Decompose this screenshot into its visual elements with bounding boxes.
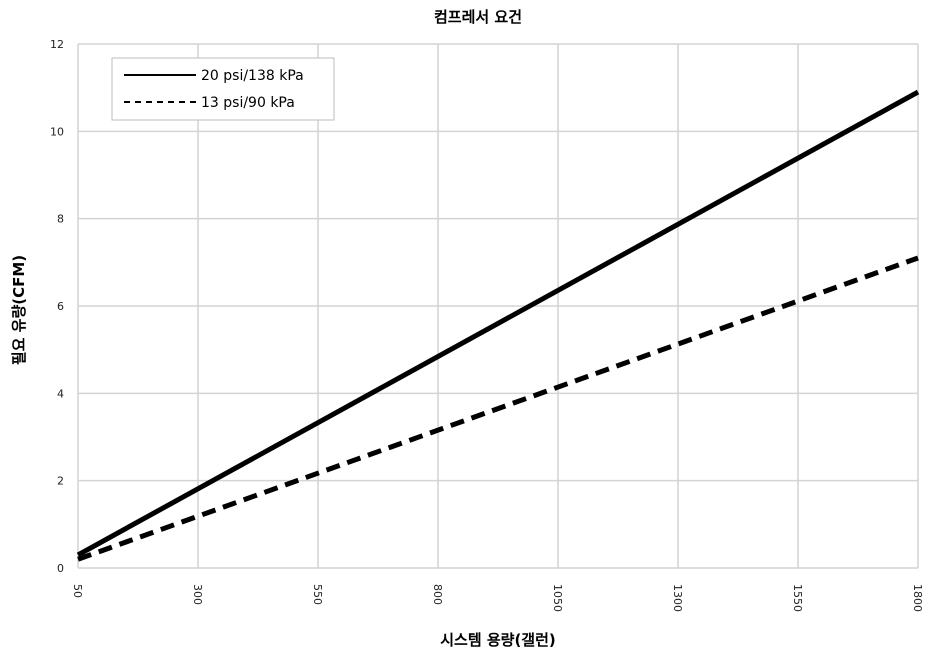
legend: 20 psi/138 kPa 13 psi/90 kPa [111, 57, 335, 121]
x-axis-label: 시스템 용량(갤런) [440, 631, 556, 649]
grid [77, 43, 919, 569]
x-tick-label: 1550 [791, 584, 804, 612]
series-line-1 [77, 255, 919, 562]
tick-labels: 0 2 4 6 8 10 12 50 300 550 800 1050 1300 1550 1800 [50, 38, 924, 612]
legend-box [111, 57, 335, 121]
y-tick-label: 12 [50, 38, 64, 51]
x-tick-label: 800 [431, 584, 444, 605]
series-layer [76, 89, 920, 562]
y-tick-label: 10 [50, 125, 64, 138]
y-tick-label: 2 [57, 475, 64, 488]
x-tick-label: 1800 [911, 584, 924, 612]
series-line-0 [76, 89, 920, 558]
x-tick-label: 550 [311, 584, 324, 605]
y-tick-label: 0 [57, 562, 64, 575]
x-tick-label: 1050 [551, 584, 564, 612]
x-tick-label: 1300 [671, 584, 684, 612]
y-tick-label: 4 [57, 387, 64, 400]
x-tick-label: 50 [71, 584, 84, 598]
legend-label-20psi: 20 psi/138 kPa [201, 68, 304, 84]
x-tick-label: 300 [191, 584, 204, 605]
legend-label-13psi: 13 psi/90 kPa [201, 95, 295, 111]
y-tick-label: 8 [57, 213, 64, 226]
y-tick-label: 6 [57, 300, 64, 313]
chart-title: 컴프레서 요건 [434, 8, 522, 26]
y-axis-label: 필요 유량(CFM) [10, 255, 28, 365]
